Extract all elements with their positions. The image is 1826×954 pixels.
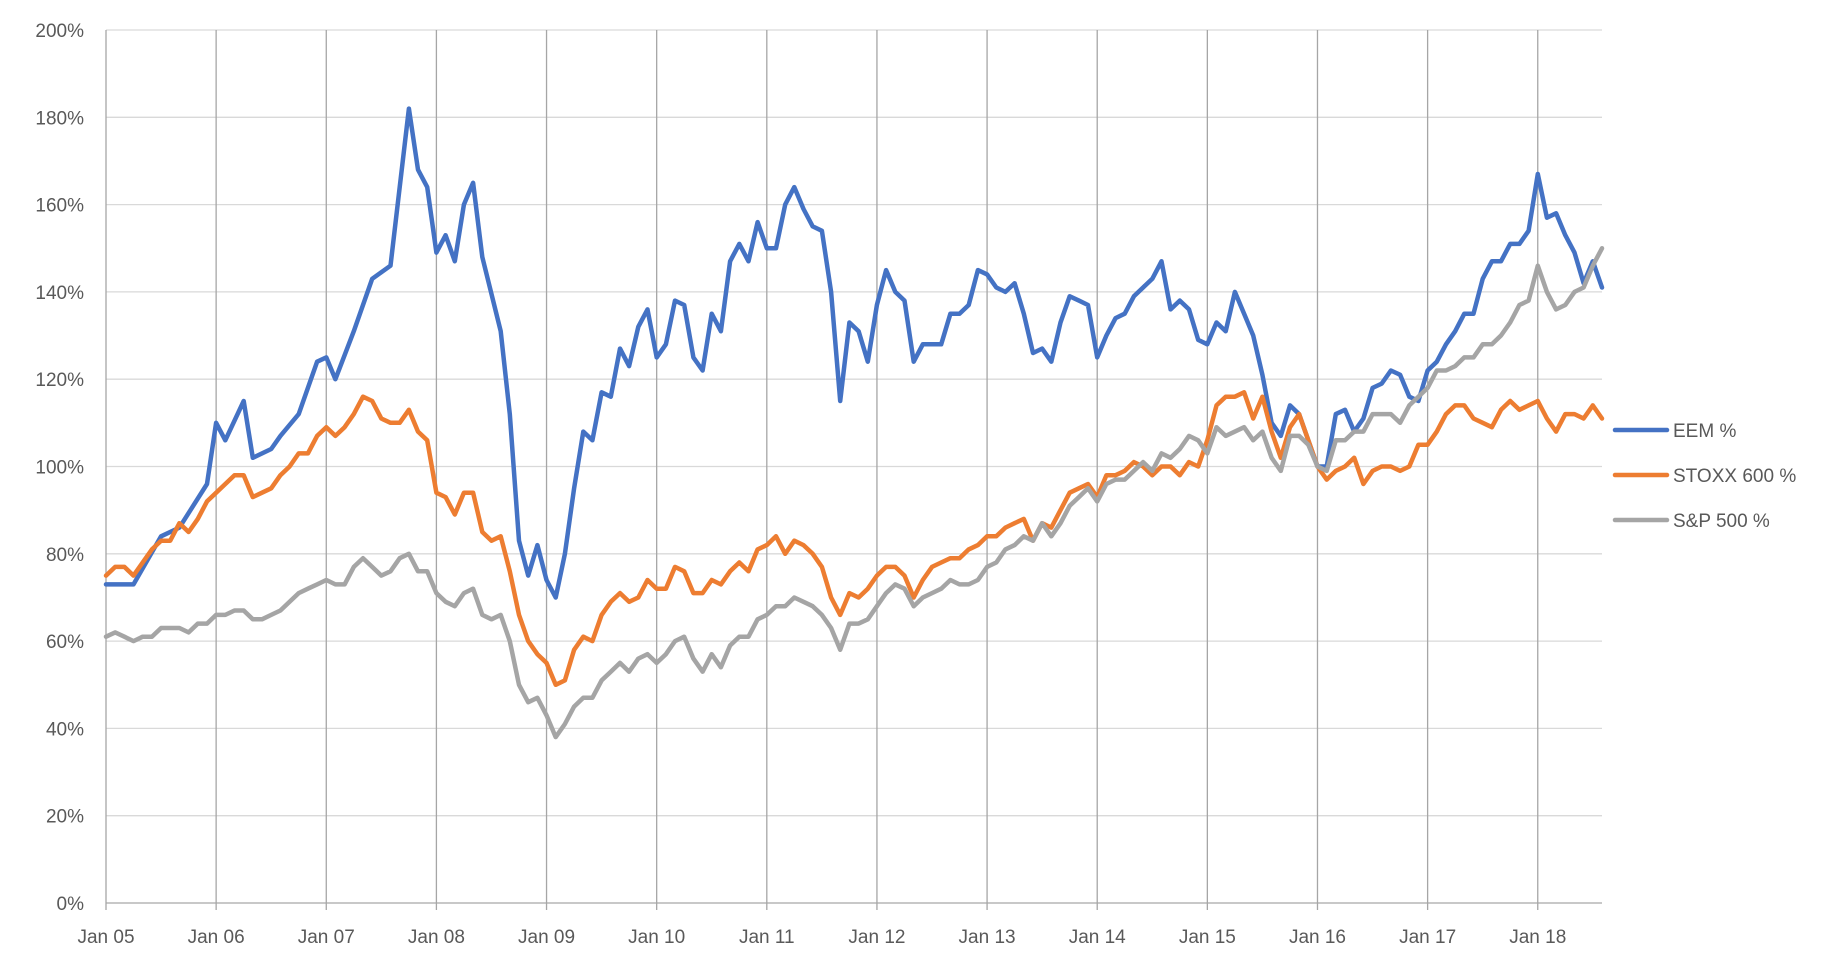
series-line-sandp-500: [103, 246, 1605, 740]
y-tick-label: 20%: [46, 807, 84, 828]
legend-label-stoxx-600: STOXX 600 %: [1673, 466, 1796, 487]
series-line-stoxx-600: [103, 390, 1605, 688]
x-tick-label: Jan 17: [1399, 927, 1456, 948]
series-lines: [103, 106, 1605, 740]
x-tick-label: Jan 10: [628, 927, 685, 948]
y-tick-label: 120%: [35, 370, 84, 391]
y-tick-label: 140%: [35, 283, 84, 304]
x-tick-label: Jan 06: [188, 927, 245, 948]
x-tick-label: Jan 11: [739, 927, 795, 948]
x-tick-label: Jan 14: [1069, 927, 1126, 948]
axes: 0% 20% 40% 60% 80% 100% 120% 140% 160% 180% 200% Ja…: [35, 21, 1602, 948]
y-tick-label: 40%: [46, 719, 84, 740]
y-tick-label: 100%: [35, 458, 84, 479]
y-tick-label: 60%: [46, 632, 84, 653]
series-line-eem: [103, 106, 1605, 600]
x-tick-label: Jan 18: [1509, 927, 1566, 948]
x-tick-label: Jan 15: [1179, 927, 1236, 948]
x-tick-label: Jan 13: [959, 927, 1016, 948]
y-tick-label: 80%: [46, 545, 84, 566]
y-tick-label: 180%: [35, 108, 84, 129]
x-tick-label: Jan 07: [298, 927, 355, 948]
legend-label-sandp-500: S&P 500 %: [1673, 511, 1770, 532]
y-tick-label: 0%: [57, 894, 85, 915]
x-tick-label: Jan 08: [408, 927, 465, 948]
x-tick-label: Jan 16: [1289, 927, 1346, 948]
x-tick-label: Jan 09: [518, 927, 575, 948]
y-tick-label: 160%: [35, 196, 84, 217]
x-tick-label: Jan 12: [848, 927, 905, 948]
legend: EEM % STOXX 600 % S&P 500 %: [1612, 421, 1796, 532]
x-tick-label: Jan 05: [77, 927, 134, 948]
legend-label-eem: EEM %: [1673, 421, 1736, 442]
gridlines: [105, 29, 1602, 910]
y-tick-label: 200%: [35, 21, 84, 42]
